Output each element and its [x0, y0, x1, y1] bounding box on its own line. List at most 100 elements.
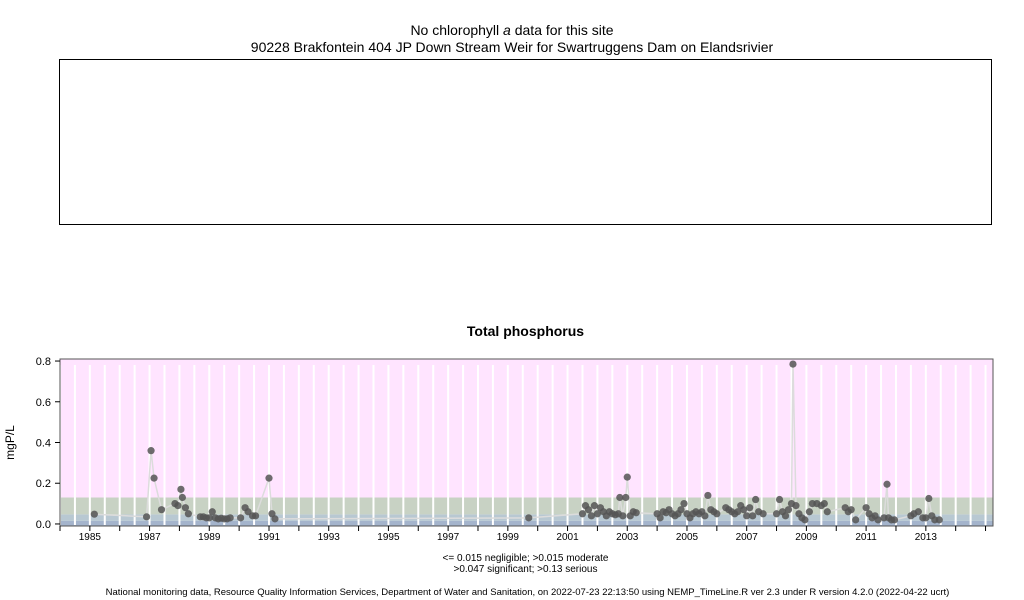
data-point	[619, 512, 627, 520]
data-point	[177, 485, 185, 493]
chlorophyll-empty-panel	[59, 59, 992, 225]
data-point	[752, 495, 760, 504]
data-point	[883, 480, 891, 488]
y-tick-label: 0.2	[36, 478, 51, 490]
x-tick-label: 2003	[616, 532, 639, 543]
data-point	[789, 360, 797, 368]
data-point	[874, 516, 882, 524]
threshold-bands	[60, 359, 993, 526]
data-point	[622, 493, 630, 502]
data-point	[656, 514, 664, 522]
data-point	[746, 504, 754, 512]
data-source-credit: National monitoring data, Resource Quali…	[105, 587, 950, 598]
data-point	[704, 491, 712, 500]
data-point	[852, 516, 860, 524]
band-serious	[60, 359, 993, 498]
data-point	[623, 473, 631, 481]
data-point	[784, 506, 793, 514]
data-point	[157, 506, 166, 514]
data-point	[251, 512, 260, 520]
data-point	[590, 502, 599, 510]
data-point	[775, 495, 784, 504]
x-tick-label: 1985	[79, 532, 102, 543]
data-point	[772, 510, 781, 518]
data-point	[271, 515, 279, 523]
data-point	[205, 514, 213, 522]
chlorophyll-note: No chlorophyll a data for this site	[0, 22, 1024, 38]
x-tick-label: 1995	[377, 532, 400, 543]
data-point	[925, 494, 933, 503]
data-point	[150, 474, 158, 482]
x-tick-label: 2001	[556, 532, 579, 543]
phosphorus-chart: 0.0 0.2 0.4 0.6 0.8 1985 1987 1989 1991 1993 1995…	[3, 356, 994, 543]
data-point	[578, 510, 587, 518]
data-point	[616, 493, 624, 502]
x-tick-label: 2011	[855, 532, 877, 543]
data-point	[805, 508, 813, 516]
data-point	[208, 508, 216, 516]
data-point	[632, 509, 640, 517]
data-point	[90, 510, 98, 518]
data-point	[759, 510, 767, 518]
x-tick-label: 1997	[437, 532, 460, 543]
data-point	[237, 514, 245, 522]
y-tick-label: 0.8	[36, 356, 51, 368]
x-tick-label: 2007	[736, 532, 759, 543]
threshold-legend-line1: <= 0.015 negligible; >0.015 moderate	[442, 553, 609, 564]
data-point	[265, 474, 273, 482]
data-point	[823, 508, 831, 516]
data-point	[525, 514, 533, 522]
data-point	[593, 510, 602, 518]
data-point	[178, 493, 187, 502]
data-point	[890, 516, 899, 524]
data-point	[587, 512, 596, 520]
data-point	[734, 508, 742, 516]
y-tick-label: 0.0	[36, 519, 51, 531]
threshold-legend: <= 0.015 negligible; >0.015 moderate >0.…	[0, 553, 1024, 575]
data-point	[680, 499, 688, 508]
data-point	[862, 504, 870, 512]
data-point	[142, 513, 151, 521]
chlorophyll-note-prefix: No chlorophyll	[410, 22, 504, 38]
x-tick-label: 1999	[497, 532, 520, 543]
x-tick-label: 1991	[258, 532, 281, 543]
y-axis: 0.0 0.2 0.4 0.6 0.8	[36, 356, 60, 531]
x-tick-label: 1993	[318, 532, 341, 543]
data-point	[781, 512, 790, 520]
chlorophyll-note-suffix: data for this site	[510, 22, 614, 38]
y-axis-label: mgP/L	[3, 425, 17, 460]
site-name: 90228 Brakfontein 404 JP Down Stream Wei…	[250, 39, 774, 55]
chart-title: Total phosphorus	[466, 323, 585, 339]
data-point	[801, 516, 809, 524]
data-point	[914, 508, 922, 516]
data-point	[713, 510, 721, 518]
x-tick-label: 2009	[795, 532, 818, 543]
data-point	[792, 502, 800, 510]
x-tick-label: 1989	[198, 532, 221, 543]
data-point	[677, 506, 685, 514]
data-point	[935, 516, 943, 524]
data-point	[181, 504, 189, 512]
data-point	[226, 514, 234, 522]
y-tick-label: 0.4	[36, 438, 51, 450]
data-point	[174, 502, 182, 510]
x-tick-label: 2005	[676, 532, 699, 543]
data-point	[749, 512, 757, 520]
data-point	[740, 506, 748, 514]
data-point	[701, 512, 709, 520]
threshold-legend-line2: >0.047 significant; >0.13 serious	[453, 564, 598, 575]
x-tick-label: 1987	[138, 532, 161, 543]
data-point	[184, 510, 192, 518]
phosphorus-series	[90, 360, 943, 524]
data-point	[820, 499, 828, 508]
y-tick-label: 0.6	[36, 397, 51, 409]
chlorophyll-note-italic: a	[503, 22, 511, 38]
x-axis: 1985 1987 1989 1991 1993 1995 1997 1999 2001 2003…	[59, 526, 987, 543]
data-point	[584, 506, 593, 514]
x-tick-label: 2013	[915, 532, 938, 543]
data-point	[847, 506, 855, 514]
data-point	[743, 512, 751, 520]
band-negligible	[60, 520, 993, 526]
data-point	[922, 514, 930, 522]
data-point	[147, 447, 155, 455]
